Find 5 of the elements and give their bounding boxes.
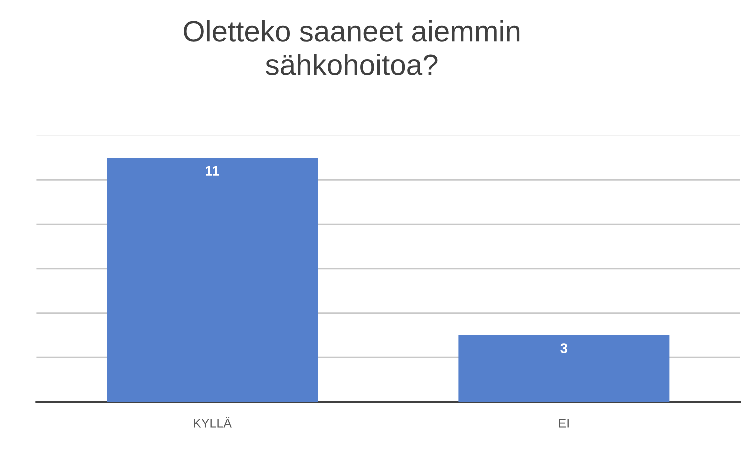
x-tick-label: EI <box>559 419 569 428</box>
data-label: 3 <box>560 344 568 354</box>
x-tick-label: KYLLÄ <box>194 417 232 428</box>
data-label: 11 <box>206 166 220 176</box>
chart-title: Oletteko saaneet aiemmin sähkohoitoa? <box>184 20 520 76</box>
